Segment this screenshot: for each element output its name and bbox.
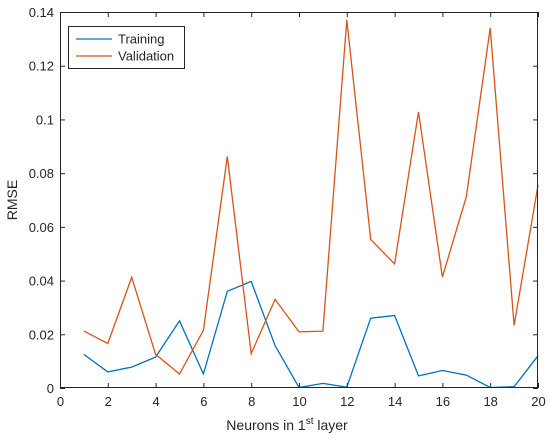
plot-area bbox=[60, 12, 538, 388]
legend-label-training: Training bbox=[118, 32, 164, 47]
y-tick-label: 0.08 bbox=[29, 166, 54, 181]
legend: Training Validation bbox=[68, 26, 185, 69]
y-tick-label: 0 bbox=[47, 381, 54, 396]
y-tick-label: 0.02 bbox=[29, 327, 54, 342]
series-line-validation bbox=[83, 20, 539, 375]
legend-box bbox=[68, 26, 185, 69]
x-tick-label: 20 bbox=[531, 394, 545, 409]
legend-label-validation: Validation bbox=[118, 49, 174, 64]
x-tick-label: 0 bbox=[57, 394, 64, 409]
x-axis-label-suffix: layer bbox=[313, 417, 348, 433]
x-tick-label: 2 bbox=[105, 394, 112, 409]
y-axis-label: RMSE bbox=[4, 180, 20, 220]
y-tick-label: 0.12 bbox=[29, 59, 54, 74]
x-tick-label: 10 bbox=[292, 394, 306, 409]
x-tick-label: 4 bbox=[152, 394, 159, 409]
x-axis-label-superscript: st bbox=[306, 416, 314, 427]
x-tick-label: 18 bbox=[483, 394, 497, 409]
y-tick-label: 0.14 bbox=[29, 5, 54, 20]
y-tick-label: 0.06 bbox=[29, 220, 54, 235]
x-tick-label: 8 bbox=[248, 394, 255, 409]
y-tick-label: 0.04 bbox=[29, 274, 54, 289]
x-axis-label: Neurons in 1st layer bbox=[226, 416, 348, 433]
x-tick-label: 12 bbox=[340, 394, 354, 409]
x-axis-label-main: Neurons in 1 bbox=[226, 417, 306, 433]
ticks-layer: 0 2 4 6 8 10 12 14 16 18 20 0 0.02 0.04 0.06 0.08 0.1 0.1… bbox=[29, 5, 546, 409]
x-tick-label: 14 bbox=[388, 394, 402, 409]
y-tick-label: 0.1 bbox=[36, 112, 54, 127]
x-tick-label: 6 bbox=[200, 394, 207, 409]
x-tick-label: 16 bbox=[436, 394, 450, 409]
series-line-training bbox=[83, 280, 539, 389]
